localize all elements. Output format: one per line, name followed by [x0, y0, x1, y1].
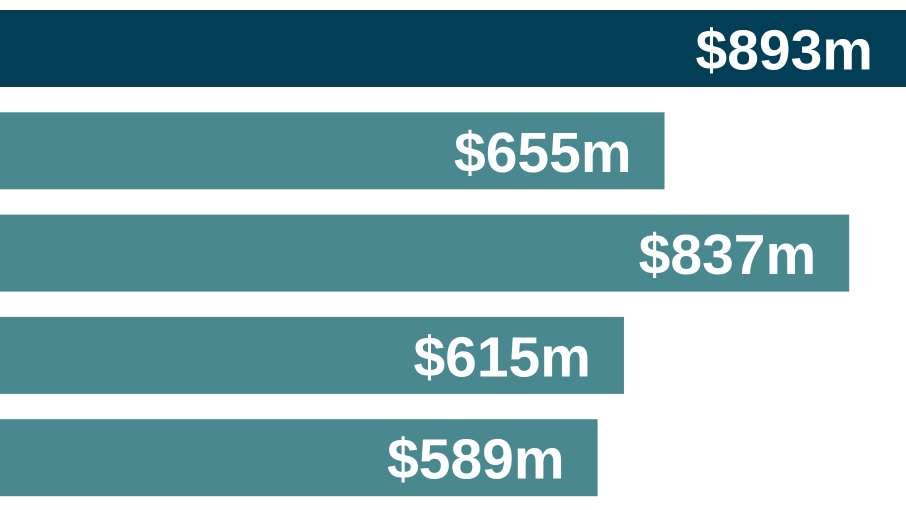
bar: [0, 316, 624, 394]
bar: [0, 10, 906, 87]
bar: [0, 214, 850, 292]
value-label: $837m: [639, 223, 817, 287]
value-label: $615m: [413, 325, 591, 389]
bar: [0, 419, 598, 497]
value-label: $589m: [387, 428, 565, 492]
value-label: $893m: [696, 19, 874, 83]
bar: [0, 112, 665, 190]
value-label: $655m: [454, 121, 632, 185]
